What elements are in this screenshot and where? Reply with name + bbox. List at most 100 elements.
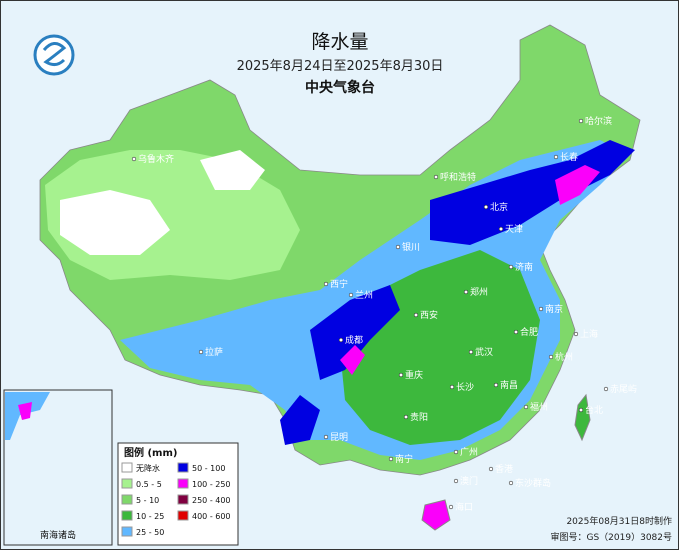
inset-land (5, 392, 50, 440)
legend-label: 400 - 600 (192, 512, 231, 521)
legend-label: 100 - 250 (192, 480, 231, 489)
footer-approval: 审图号：GS（2019）3082号 (551, 531, 673, 543)
city-label: 拉萨 (205, 346, 223, 358)
legend-swatch (121, 462, 133, 473)
city-dot (548, 354, 554, 360)
city-label: 杭州 (555, 351, 573, 363)
legend-box (117, 442, 239, 546)
rain-50-100-b (310, 285, 400, 380)
agency: 中央气象台 (305, 79, 375, 96)
legend-swatch (177, 494, 189, 505)
city-label: 昆明 (330, 432, 348, 443)
city-dot (523, 404, 529, 410)
city-dot (493, 382, 499, 388)
rain-100-250-a (555, 165, 600, 205)
legend-label: 50 - 100 (192, 464, 225, 473)
city-label: 南京 (545, 303, 563, 315)
legend-swatch (177, 478, 189, 489)
city-dot (553, 154, 559, 160)
hainan (421, 499, 451, 531)
city-dot (463, 289, 469, 295)
title: 降水量 (311, 31, 368, 53)
city-dot (513, 329, 519, 335)
city-label: 长春 (560, 151, 578, 163)
city-label: 呼和浩特 (440, 171, 476, 183)
logo-mark (42, 42, 67, 67)
city-label: 上海 (580, 328, 598, 340)
city-dot (348, 292, 354, 298)
legend-label: 250 - 400 (192, 496, 231, 505)
legend-swatch (177, 462, 189, 473)
city-label: 澳门 (460, 475, 478, 487)
city-label: 赤尾屿 (610, 384, 637, 395)
inset-label: 南海诸岛 (40, 529, 76, 541)
city-dot (578, 118, 584, 124)
city-label: 台北 (585, 404, 603, 416)
city-dot (538, 306, 544, 312)
city-dot (323, 434, 329, 440)
city-label: 贵阳 (410, 411, 428, 423)
city-label: 西安 (420, 309, 438, 321)
city-dot (323, 281, 329, 287)
legend-swatch (121, 526, 133, 537)
city-dot (198, 349, 204, 355)
city-label: 合肥 (520, 326, 538, 338)
city-dot (395, 244, 401, 250)
footer-made: 2025年08月31日8时制作 (566, 515, 672, 527)
city-label: 银川 (402, 241, 420, 253)
city-label: 成都 (345, 334, 363, 346)
legend-swatch (177, 510, 189, 521)
no-rain-2 (200, 150, 265, 190)
city-label: 海口 (455, 501, 473, 513)
city-dot (453, 478, 459, 484)
city-label: 福州 (530, 401, 548, 413)
city-label: 北京 (490, 201, 508, 213)
city-dot (483, 204, 489, 210)
rain-100-250-b (340, 345, 365, 375)
city-dot (413, 312, 419, 318)
no-rain (60, 190, 170, 255)
rain-50-100-c (280, 395, 320, 445)
city-dot (449, 384, 455, 390)
city-label: 东沙群岛 (515, 477, 551, 489)
city-label: 南宁 (395, 453, 413, 465)
legend-swatch (121, 510, 133, 521)
city-label: 武汉 (475, 346, 493, 358)
legend-swatch (121, 494, 133, 505)
city-dot (398, 372, 404, 378)
city-dot (573, 331, 579, 337)
inset-hainan (18, 402, 32, 420)
city-label: 济南 (515, 261, 533, 273)
period: 2025年8月24日至2025年8月30日 (237, 59, 444, 74)
city-dot (433, 174, 439, 180)
city-label: 郑州 (470, 286, 488, 298)
legend-label: 5 - 10 (136, 496, 159, 505)
city-dot (131, 156, 137, 162)
legend-label: 25 - 50 (136, 528, 164, 537)
city-label: 广州 (460, 446, 478, 458)
city-label: 南昌 (500, 379, 518, 391)
city-label: 长沙 (456, 381, 474, 393)
city-label: 西宁 (330, 278, 348, 290)
city-dot (508, 264, 514, 270)
city-dot (488, 466, 494, 472)
city-dot (508, 480, 514, 486)
city-dot (603, 386, 609, 392)
city-dot (468, 349, 474, 355)
city-label: 哈尔滨 (585, 115, 612, 127)
city-label: 天津 (505, 224, 523, 235)
taiwan (574, 393, 591, 442)
city-dot (338, 337, 344, 343)
city-dot (448, 504, 454, 510)
city-dot (388, 456, 394, 462)
city-label: 兰州 (355, 289, 373, 301)
legend-swatch (121, 478, 133, 489)
city-label: 香港 (495, 463, 513, 475)
legend-title: 图例 (mm) (124, 446, 177, 459)
legend-label: 10 - 25 (136, 512, 164, 521)
city-dot (403, 414, 409, 420)
city-dot (498, 226, 504, 232)
city-label: 乌鲁木齐 (138, 153, 174, 165)
